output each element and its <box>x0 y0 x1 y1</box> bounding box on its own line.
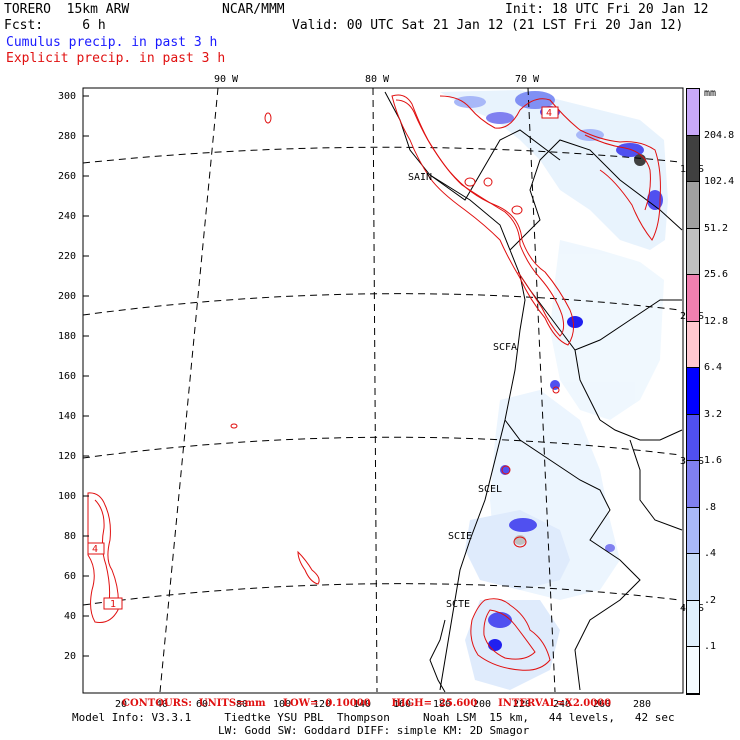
y-tick-label: 160 <box>58 371 77 382</box>
y-tick-label: 220 <box>58 251 77 262</box>
legend-value: 12.8 <box>704 315 729 327</box>
legend-swatch <box>687 647 699 694</box>
legend-swatch <box>687 275 699 322</box>
x-tick-label: 220 <box>513 699 532 710</box>
y-tick-label: 180 <box>58 331 77 342</box>
model-info: Model Info: V3.3.1 Tiedtke YSU PBL Thomp… <box>72 711 675 724</box>
legend-value: .8 <box>704 501 717 513</box>
legend-value: 204.8 <box>704 129 735 141</box>
y-tick-label: 300 <box>58 91 77 102</box>
color-legend <box>686 88 700 695</box>
legend-swatch <box>687 89 699 136</box>
legend-swatch <box>687 507 699 554</box>
valid-time: Valid: 00 UTC Sat 21 Jan 12 (21 LST Fri … <box>292 18 684 33</box>
legend-unit: mm <box>704 88 717 99</box>
y-tick-label: 40 <box>64 611 77 622</box>
contour-value: 1 <box>110 599 117 610</box>
legend-swatch <box>687 228 699 275</box>
legend-value: 102.4 <box>704 176 735 187</box>
organization: NCAR/MMM <box>222 2 285 17</box>
x-tick-label: 260 <box>593 699 612 710</box>
y-axis-ticks <box>83 95 89 657</box>
x-tick-label: 60 <box>196 699 209 710</box>
legend-swatch <box>687 182 699 229</box>
legend-swatch <box>687 554 699 601</box>
lon-label: 70 W <box>515 74 540 85</box>
legend-swatch <box>687 414 699 461</box>
init-time: Init: 18 UTC Fri 20 Jan 12 <box>505 2 709 17</box>
lon-label: 90 W <box>214 74 239 85</box>
station-label: SCEL <box>478 484 503 495</box>
station-label: SCFA <box>493 342 518 353</box>
cumulus-precip-title: Cumulus precip. in past 3 h <box>6 35 218 50</box>
legend-value: 25.6 <box>704 269 729 280</box>
contour-label-boxes <box>87 106 559 610</box>
legend-value: .4 <box>704 548 717 559</box>
graticule <box>82 87 681 693</box>
y-tick-label: 140 <box>58 411 77 422</box>
x-tick-label: 180 <box>433 699 452 710</box>
legend-swatch <box>687 321 699 368</box>
y-tick-label: 100 <box>58 491 77 502</box>
legend-swatch <box>687 135 699 182</box>
legend-value: .2 <box>704 594 717 606</box>
x-tick-label: 240 <box>553 699 572 710</box>
legend-swatch <box>687 368 699 415</box>
y-tick-label: 80 <box>64 531 77 542</box>
station-label: SAIN <box>408 172 433 183</box>
station-label: SCIE <box>448 531 473 542</box>
x-tick-label: 200 <box>473 699 492 710</box>
model-title: TORERO 15km ARW <box>4 2 130 17</box>
legend-value: 6.4 <box>704 362 723 373</box>
x-tick-label: 120 <box>313 699 332 710</box>
explicit-precip-title: Explicit precip. in past 3 h <box>6 51 226 66</box>
legend-swatch <box>687 461 699 508</box>
station-label: SCTE <box>446 599 471 610</box>
contour-value: 4 <box>546 108 553 119</box>
y-tick-label: 60 <box>64 571 77 582</box>
cumulus-precip-shading <box>440 90 668 690</box>
contour-value: 4 <box>92 544 99 555</box>
legend-value: .1 <box>704 641 717 652</box>
x-tick-label: 80 <box>236 699 249 710</box>
x-tick-label: 100 <box>273 699 292 710</box>
y-tick-label: 20 <box>64 651 77 662</box>
legend-swatch <box>687 600 699 647</box>
legend-value: 1.6 <box>704 455 723 466</box>
y-tick-label: 280 <box>58 131 77 142</box>
lon-label: 80 W <box>365 74 390 85</box>
x-tick-label: 40 <box>156 699 169 710</box>
x-tick-label: 140 <box>353 699 372 710</box>
contour-info: CONTOURS: UNITS=mm LOW= 0.10000 HIGH= 25… <box>122 698 612 709</box>
physics-info: LW: Godd SW: Goddard DIFF: simple KM: 2D… <box>218 724 530 737</box>
legend-value: 3.2 <box>704 408 723 420</box>
y-tick-label: 260 <box>58 171 77 182</box>
y-tick-label: 200 <box>58 291 77 302</box>
forecast-hour: Fcst: 6 h <box>4 18 106 33</box>
legend-value: 51.2 <box>704 222 729 234</box>
y-tick-label: 120 <box>58 451 77 462</box>
x-tick-label: 280 <box>633 699 652 710</box>
y-tick-label: 240 <box>58 211 77 222</box>
x-tick-label: 160 <box>393 699 412 710</box>
x-tick-label: 20 <box>115 699 128 710</box>
